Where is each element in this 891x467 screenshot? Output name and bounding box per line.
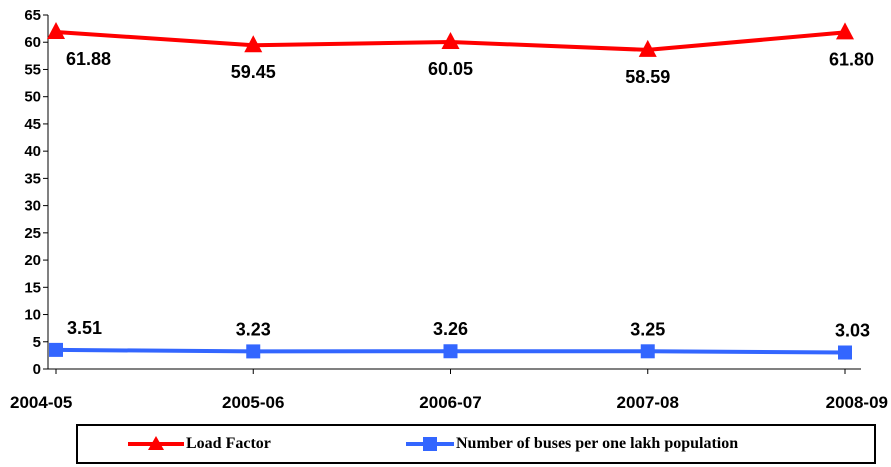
data-label-0: 58.59: [625, 67, 670, 87]
x-tick-label: 2004-05: [10, 393, 72, 412]
data-label-1: 3.23: [236, 319, 271, 339]
x-tick-label: 2006-07: [419, 393, 481, 412]
y-tick-label: 20: [24, 252, 41, 269]
series-point-1: [443, 344, 458, 359]
data-label-0: 60.05: [428, 59, 473, 79]
data-labels: 61.88 59.45 60.05 58.59 61.80 3.51 3.23 3.26 3.2…: [66, 49, 874, 341]
series-point-1: [49, 342, 63, 357]
legend-label-buses: Number of buses per one lakh population: [456, 435, 739, 452]
y-tick-label: 15: [24, 279, 41, 296]
series-point-0: [47, 21, 65, 39]
x-axis: 2004-05 2005-06 2006-07 2007-08 2008-09: [10, 368, 888, 412]
y-tick-label: 60: [24, 34, 41, 51]
series-point-1: [640, 344, 655, 359]
legend-item-buses: Number of buses per one lakh population: [406, 426, 738, 462]
y-tick-label: 50: [24, 89, 41, 106]
y-tick-label: 30: [24, 198, 41, 215]
legend-item-load-factor: Load Factor: [128, 426, 271, 462]
data-label-1: 3.26: [433, 319, 468, 339]
y-tick-label: 10: [24, 307, 41, 324]
y-tick-label: 5: [33, 334, 41, 351]
y-tick-label: 40: [24, 143, 41, 160]
series-point-0: [441, 31, 460, 49]
y-tick-label: 55: [24, 61, 41, 78]
legend-label-load-factor: Load Factor: [186, 435, 271, 452]
legend-swatch-buses: [406, 437, 454, 451]
series-point-1: [246, 344, 261, 359]
data-label-0: 61.80: [829, 49, 874, 69]
data-label-0: 61.88: [66, 49, 111, 69]
series-point-0: [836, 22, 854, 40]
data-label-1: 3.51: [67, 318, 102, 338]
series-point-1: [838, 345, 852, 360]
y-tick-label: 35: [24, 170, 41, 187]
data-label-0: 59.45: [231, 62, 276, 82]
series-point-0: [638, 39, 657, 57]
x-tick-label: 2005-06: [222, 393, 284, 412]
y-tick-label: 45: [24, 116, 41, 133]
series-layer: [47, 21, 854, 360]
data-label-1: 3.25: [630, 319, 665, 339]
y-tick-label: 0: [33, 361, 41, 378]
legend-swatch-load-factor: [128, 436, 184, 450]
x-tick-label: 2008-09: [826, 393, 888, 412]
data-label-1: 3.03: [835, 320, 870, 340]
series-point-0: [244, 35, 263, 53]
y-tick-label: 25: [24, 225, 41, 242]
y-tick-label: 65: [24, 7, 41, 24]
y-axis: 0 5 10 15 20 25 30 35 40 45 50 55 60 65: [24, 7, 49, 378]
legend: Load Factor Number of buses per one lakh…: [76, 424, 876, 464]
x-tick-label: 2007-08: [617, 393, 679, 412]
